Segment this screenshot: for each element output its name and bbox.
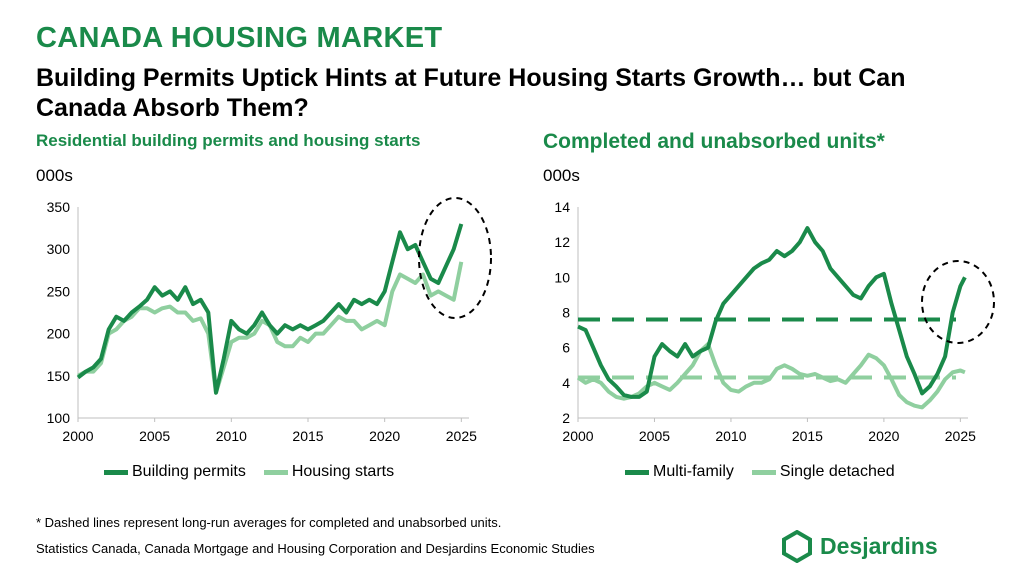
highlight-ellipse — [921, 260, 995, 344]
legend-item-multi-family: Multi-family — [625, 463, 734, 481]
footnote: * Dashed lines represent long-run averag… — [36, 515, 502, 530]
kicker-title: CANADA HOUSING MARKET — [36, 22, 443, 54]
x-tick-label: 2020 — [868, 428, 899, 444]
series-line — [76, 223, 464, 395]
left-unit-label: 000s — [36, 166, 73, 185]
x-tick-label: 2010 — [216, 428, 247, 444]
y-tick-label: 12 — [554, 234, 570, 250]
legend-item-building-permits: Building permits — [104, 463, 246, 481]
x-tick-label: 2025 — [446, 428, 477, 444]
y-tick-label: 250 — [47, 283, 71, 299]
legend-label: Single detached — [779, 463, 895, 480]
right-chart-title: Completed and unabsorbed units* — [543, 130, 885, 153]
x-tick-label: 2015 — [792, 428, 823, 444]
y-tick-label: 10 — [554, 269, 570, 285]
y-tick-label: 100 — [47, 410, 71, 426]
y-tick-label: 350 — [47, 199, 71, 215]
y-tick-label: 200 — [47, 326, 71, 342]
x-tick-label: 2005 — [639, 428, 670, 444]
headline: Building Permits Uptick Hints at Future … — [36, 64, 906, 122]
highlight-ellipse — [418, 197, 492, 319]
legend-label: Multi-family — [653, 463, 734, 480]
x-tick-label: 2015 — [292, 428, 323, 444]
desjardins-logo: Desjardins — [782, 530, 938, 563]
hexagon-logo-icon — [782, 530, 812, 563]
y-tick-label: 150 — [47, 368, 71, 384]
x-tick-label: 2000 — [562, 428, 593, 444]
legend-label: Building permits — [132, 463, 246, 480]
left-legend: Building permits Housing starts — [104, 463, 412, 481]
legend-swatch — [625, 469, 649, 475]
legend-swatch — [263, 469, 288, 475]
y-tick-label: 6 — [562, 340, 570, 356]
source-text: Statistics Canada, Canada Mortgage and H… — [36, 541, 595, 556]
y-tick-label: 300 — [47, 241, 71, 257]
x-tick-label: 2025 — [945, 428, 976, 444]
x-tick-label: 2005 — [139, 428, 170, 444]
logo-text: Desjardins — [820, 533, 938, 559]
x-tick-label: 2020 — [369, 428, 400, 444]
x-tick-label: 2010 — [715, 428, 746, 444]
y-tick-label: 2 — [562, 410, 570, 426]
legend-item-single-detached: Single detached — [751, 463, 895, 481]
series-line — [577, 226, 967, 399]
series-line — [576, 342, 966, 410]
y-tick-label: 8 — [562, 305, 570, 321]
legend-item-housing-starts: Housing starts — [263, 463, 395, 481]
legend-label: Housing starts — [291, 463, 395, 480]
legend-swatch — [104, 469, 128, 475]
x-tick-label: 2000 — [62, 428, 93, 444]
y-tick-label: 4 — [562, 375, 570, 391]
left-chart-title: Residential building permits and housing… — [36, 131, 421, 150]
right-legend: Multi-family Single detached — [625, 463, 913, 481]
right-unit-label: 000s — [543, 166, 580, 185]
legend-swatch — [751, 469, 776, 475]
y-tick-label: 14 — [554, 199, 570, 215]
